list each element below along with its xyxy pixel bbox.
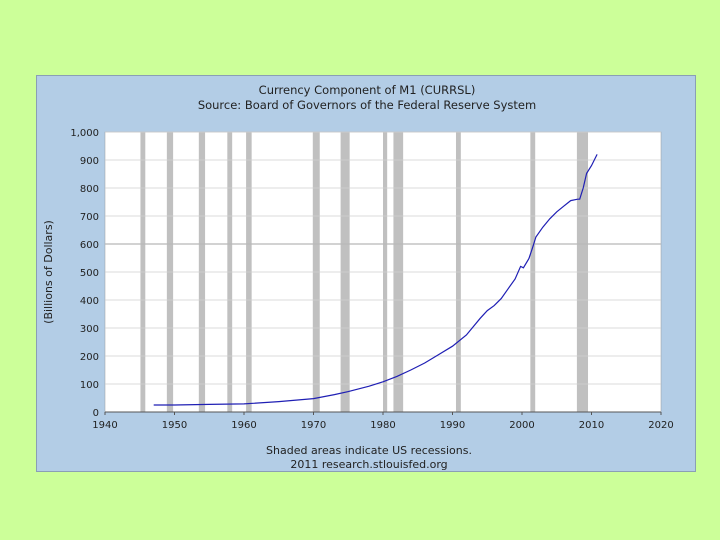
y-tick-label: 100	[80, 380, 99, 391]
y-axis-label: (Billions of Dollars)	[42, 220, 55, 324]
footer-recession-note: Shaded areas indicate US recessions.	[266, 444, 472, 457]
y-tick-label: 1,000	[70, 128, 99, 139]
x-tick-label: 1960	[231, 420, 256, 431]
chart-svg: Currency Component of M1 (CURRSL) Source…	[42, 83, 674, 471]
y-tick-label: 700	[80, 212, 99, 223]
y-tick-label: 800	[80, 184, 99, 195]
chart-subtitle: Source: Board of Governors of the Federa…	[198, 98, 536, 112]
y-tick-label: 600	[80, 240, 99, 251]
y-axis-ticks: 0 100 200 300 400 500 600 700 800 900 1,000	[70, 128, 99, 419]
x-tick-label: 1990	[440, 420, 465, 431]
series-line	[153, 154, 598, 406]
chart-panel: Currency Component of M1 (CURRSL) Source…	[36, 75, 696, 472]
gridlines	[105, 131, 661, 413]
y-tick-label: 400	[80, 296, 99, 307]
x-tick-label: 1970	[301, 420, 326, 431]
chart-title: Currency Component of M1 (CURRSL)	[259, 83, 476, 97]
x-tick-label: 2000	[509, 420, 534, 431]
series-line-group	[153, 154, 598, 406]
y-tick-label: 200	[80, 352, 99, 363]
y-tick-label: 500	[80, 268, 99, 279]
footer-source: 2011 research.stlouisfed.org	[290, 458, 447, 471]
y-tick-label: 0	[93, 408, 99, 419]
x-tick-label: 1950	[162, 420, 187, 431]
y-tick-label: 900	[80, 156, 99, 167]
x-tick-label: 2020	[648, 420, 673, 431]
x-tick-label: 1980	[370, 420, 395, 431]
x-axis-ticks: 1940 1950 1960 1970 1980 1990 2000 2010 2020	[92, 412, 674, 431]
x-tick-label: 1940	[92, 420, 117, 431]
y-tick-label: 300	[80, 324, 99, 335]
x-tick-label: 2010	[579, 420, 604, 431]
